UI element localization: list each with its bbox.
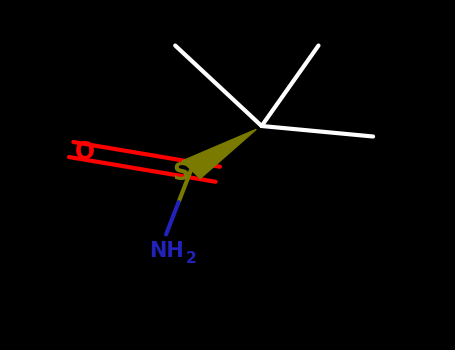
Text: S: S [172,161,190,185]
Text: 2: 2 [186,251,197,266]
Text: O: O [75,140,95,164]
Text: NH: NH [149,241,183,261]
Polygon shape [182,129,256,178]
